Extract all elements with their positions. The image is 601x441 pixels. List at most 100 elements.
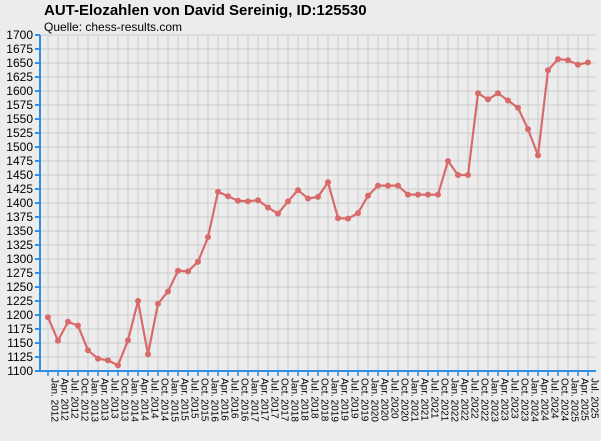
chart-source: Quelle: chess-results.com [44, 20, 183, 34]
data-point [465, 172, 471, 178]
data-point [95, 355, 101, 362]
data-point [185, 268, 191, 275]
data-point [255, 197, 261, 204]
y-tick-label: 1475 [6, 154, 33, 168]
x-tick-label: Jul. 2019 [349, 378, 360, 419]
x-tick-label: Jan. 2019 [329, 378, 340, 422]
x-tick-label: Jul. 2023 [509, 378, 520, 419]
x-tick-label: Oct. 2021 [439, 378, 450, 422]
data-point [355, 210, 361, 217]
x-tick-label: Apr. 2013 [99, 378, 110, 421]
y-tick-label: 1450 [6, 168, 33, 182]
x-tick-label: Oct. 2022 [479, 378, 490, 422]
x-tick-label: Apr. 2022 [459, 378, 470, 421]
data-point [145, 351, 151, 358]
data-point [225, 193, 231, 200]
data-point [405, 191, 411, 198]
data-point [65, 318, 71, 325]
x-tick-label: Apr. 2025 [579, 378, 590, 421]
x-tick-label: Oct. 2023 [519, 378, 530, 422]
y-tick-label: 1400 [6, 196, 33, 210]
y-tick-label: 1225 [6, 294, 33, 308]
y-tick-label: 1650 [6, 56, 33, 70]
data-point [345, 215, 351, 222]
data-point [495, 90, 501, 97]
data-point [435, 191, 441, 198]
data-point [585, 59, 591, 66]
x-tick-label: Jan. 2023 [489, 378, 500, 422]
x-tick-label: Jan. 2015 [169, 378, 180, 422]
y-tick-label: 1325 [6, 238, 33, 252]
series-elo [45, 56, 591, 369]
x-tick-label: Apr. 2015 [179, 378, 190, 421]
x-tick-label: Jul. 2020 [389, 378, 400, 419]
data-point [425, 191, 431, 198]
data-point [165, 288, 171, 295]
chart-title: AUT-Elozahlen von David Sereinig, ID:125… [44, 2, 367, 19]
chart-header: AUT-Elozahlen von David Sereinig, ID:125… [44, 2, 367, 34]
y-tick-label: 1625 [6, 70, 33, 84]
x-tick-label: Jul. 2024 [549, 378, 560, 419]
x-tick-label: Apr. 2020 [379, 378, 390, 421]
y-tick-label: 1575 [6, 98, 33, 112]
data-point [155, 300, 161, 307]
data-point [545, 67, 551, 74]
x-tick-label: Oct. 2015 [199, 378, 210, 422]
data-point [535, 152, 541, 159]
x-tick-label: Apr. 2016 [219, 378, 230, 421]
data-point [395, 182, 401, 189]
x-tick-label: Apr. 2018 [299, 378, 310, 421]
y-tick-label: 1150 [7, 336, 33, 350]
data-point [455, 172, 461, 178]
data-point [415, 191, 421, 198]
data-point [195, 258, 201, 265]
y-tick-label: 1125 [7, 350, 33, 364]
y-tick-label: 1375 [6, 210, 33, 224]
x-tick-label: Apr. 2019 [339, 378, 350, 421]
x-tick-label: Oct. 2013 [119, 378, 130, 422]
x-tick-label: Jul. 2018 [309, 378, 320, 419]
data-point [505, 97, 511, 104]
x-tick-label: Jul. 2025 [589, 378, 600, 419]
x-tick-label: Jan. 2013 [89, 378, 100, 422]
x-tick-label: Oct. 2012 [79, 378, 90, 422]
x-tick-label: Oct. 2020 [399, 378, 410, 422]
y-tick-label: 1100 [7, 364, 33, 378]
y-tick-label: 1425 [6, 182, 33, 196]
data-point [525, 126, 531, 133]
data-point [285, 198, 291, 205]
data-point [295, 187, 301, 194]
data-point [325, 179, 331, 186]
data-point [205, 234, 211, 241]
data-point [315, 193, 321, 200]
x-tick-label: Jan. 2018 [289, 378, 300, 422]
data-point [485, 96, 491, 103]
data-point [365, 192, 371, 199]
x-tick-label: Jan. 2017 [249, 378, 260, 422]
x-tick-label: Oct. 2016 [239, 378, 250, 422]
x-tick-label: Jan. 2022 [449, 378, 460, 422]
x-tick-label: Jan. 2016 [209, 378, 220, 422]
data-point [555, 56, 561, 63]
y-tick-label: 1500 [6, 140, 33, 154]
x-tick-label: Oct. 2017 [279, 378, 290, 422]
x-tick-label: Oct. 2014 [159, 378, 170, 422]
x-tick-label: Apr. 2021 [419, 378, 430, 421]
data-point [515, 104, 521, 111]
data-point [445, 158, 451, 164]
x-tick-label: Oct. 2019 [359, 378, 370, 422]
data-point [385, 182, 391, 189]
x-tick-label: Apr. 2017 [259, 378, 270, 421]
x-tick-label: Jan. 2025 [569, 378, 580, 422]
y-tick-label: 1175 [7, 322, 33, 336]
x-tick-label: Apr. 2024 [539, 378, 550, 421]
x-tick-label: Jul. 2016 [229, 378, 240, 419]
x-tick-label: Jan. 2020 [369, 378, 380, 422]
x-tick-label: Jul. 2022 [469, 378, 480, 419]
data-point [475, 90, 481, 97]
x-tick-label: Apr. 2023 [499, 378, 510, 421]
y-tick-label: 1675 [6, 42, 33, 56]
data-point [85, 347, 91, 354]
y-tick-label: 1700 [6, 28, 33, 42]
